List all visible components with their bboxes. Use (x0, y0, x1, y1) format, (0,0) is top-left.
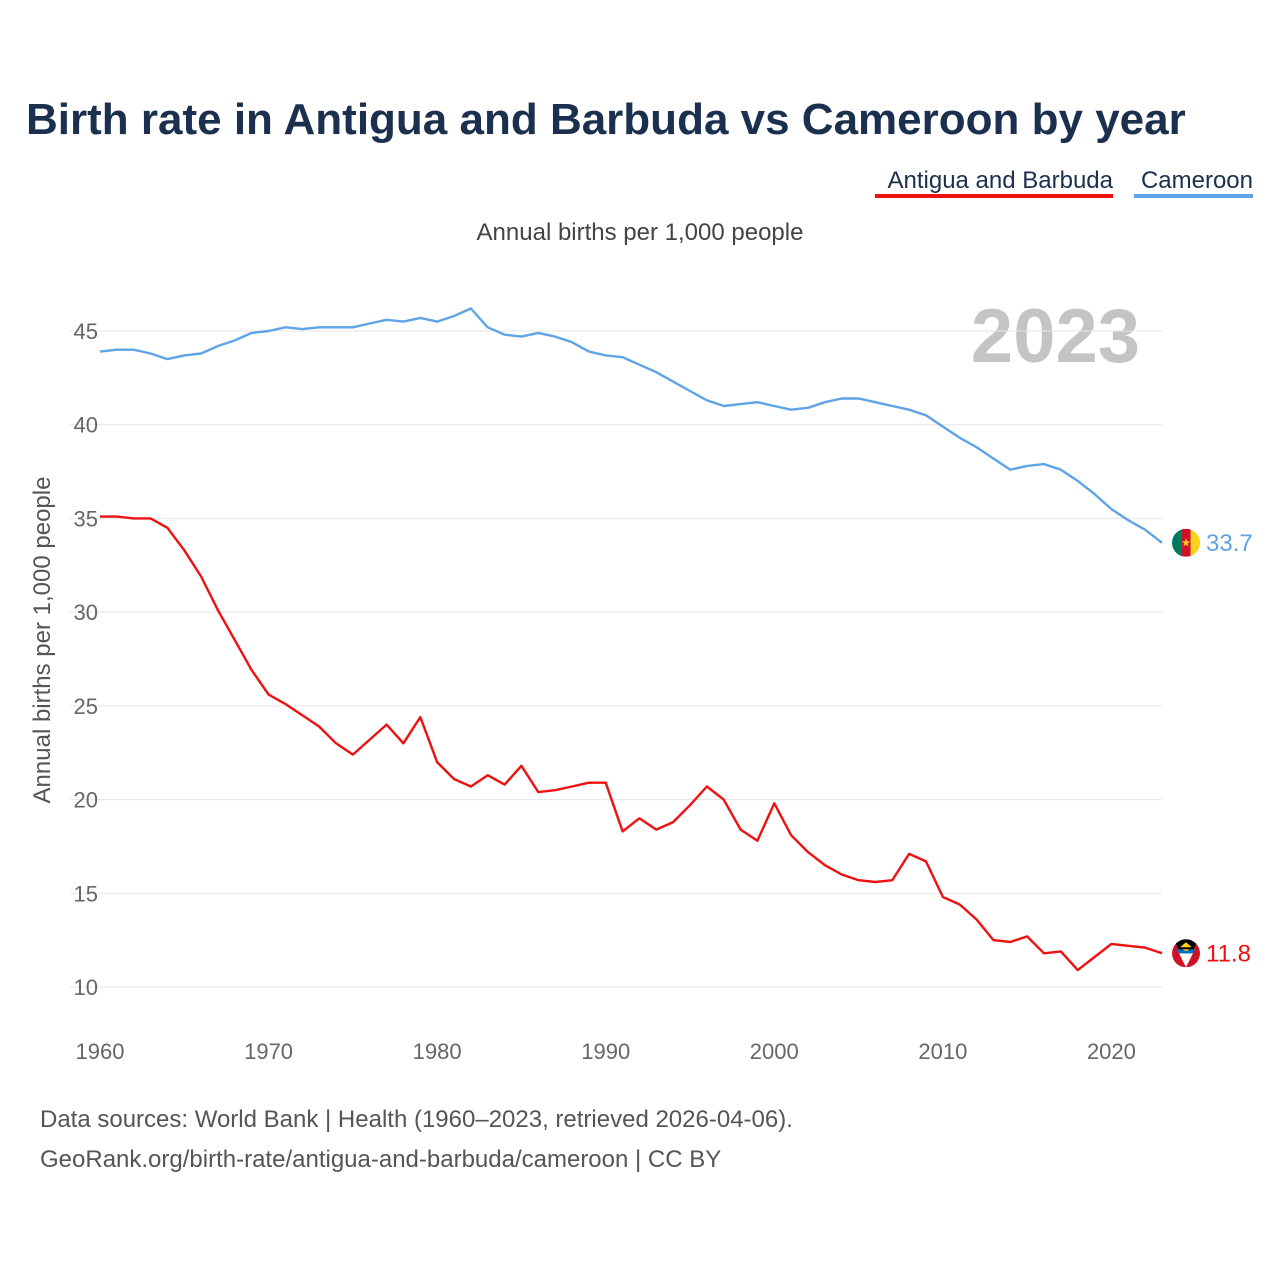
chart-title: Birth rate in Antigua and Barbuda vs Cam… (26, 95, 1186, 144)
legend-label-cameroon: Cameroon (1141, 167, 1253, 194)
source-line-2: GeoRank.org/birth-rate/antigua-and-barbu… (40, 1146, 722, 1173)
legend: Antigua and Barbuda Cameroon (875, 167, 1253, 198)
y-tick-label-15: 15 (74, 881, 98, 906)
y-tick-label-40: 40 (74, 413, 98, 438)
end-label-cameroon: 33.7 (1206, 530, 1253, 557)
y-tick-label-35: 35 (74, 506, 98, 531)
y-tick-label-30: 30 (74, 600, 98, 625)
series-lines (99, 307, 1163, 972)
antigua-flag-icon (1172, 939, 1200, 968)
legend-item-antigua[interactable]: Antigua and Barbuda (875, 167, 1114, 198)
legend-label-antigua: Antigua and Barbuda (887, 167, 1113, 194)
year-indicator: 2023 (971, 294, 1140, 379)
x-tick-label-1990: 1990 (581, 1039, 630, 1064)
x-tick-label-1970: 1970 (244, 1039, 293, 1064)
x-axis-ticks: 1960 1970 1980 1990 2000 2010 2020 (76, 1039, 1136, 1064)
x-tick-label-2020: 2020 (1087, 1039, 1136, 1064)
legend-swatch-antigua (875, 194, 1113, 198)
y-axis-ticks: 10 15 20 25 30 35 40 45 (74, 319, 98, 1000)
source-line-1: Data sources: World Bank | Health (1960–… (40, 1106, 793, 1133)
legend-item-cameroon[interactable]: Cameroon (1134, 167, 1253, 198)
series-line-antigua-and-barbuda (100, 515, 1163, 972)
x-tick-label-1980: 1980 (413, 1039, 462, 1064)
series-line-cameroon (99, 307, 1163, 544)
x-tick-label-1960: 1960 (76, 1039, 125, 1064)
grid-lines (70, 330, 1162, 988)
y-tick-label-45: 45 (74, 319, 98, 344)
chart-subtitle: Annual births per 1,000 people (477, 219, 804, 246)
y-axis-label: Annual births per 1,000 people (29, 477, 56, 804)
y-tick-label-25: 25 (74, 694, 98, 719)
cameroon-flag-icon (1172, 528, 1200, 557)
y-tick-label-20: 20 (74, 788, 98, 813)
x-tick-label-2010: 2010 (918, 1039, 967, 1064)
legend-swatch-cameroon (1134, 194, 1253, 198)
y-tick-label-10: 10 (74, 975, 98, 1000)
x-tick-label-2000: 2000 (750, 1039, 799, 1064)
end-label-antigua: 11.8 (1206, 940, 1251, 967)
